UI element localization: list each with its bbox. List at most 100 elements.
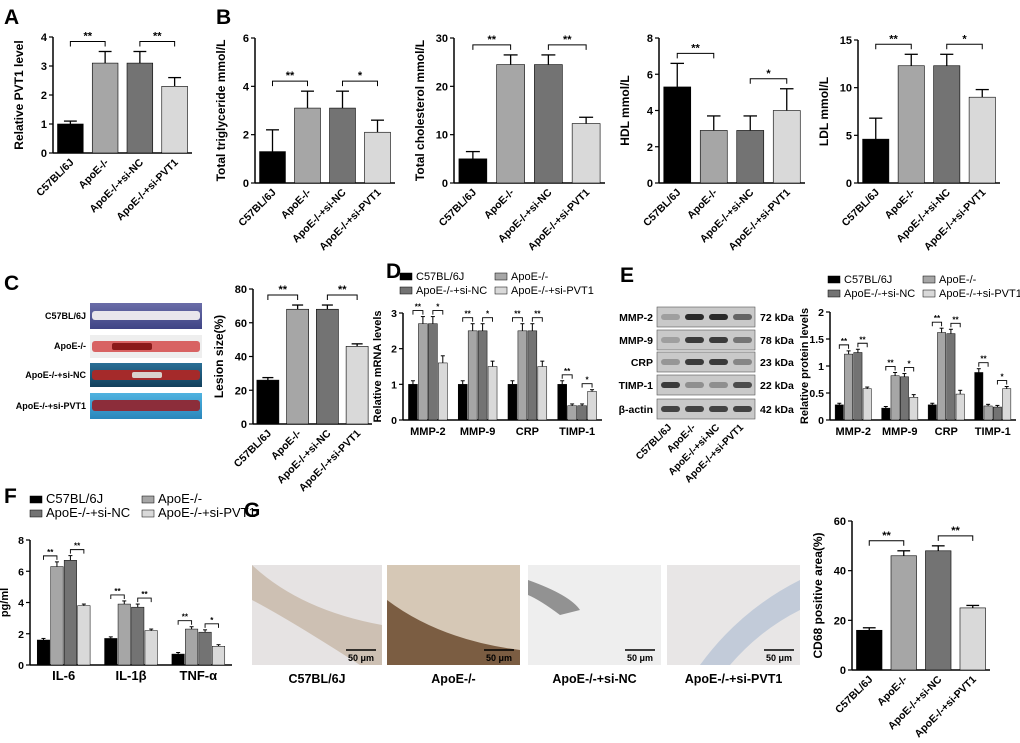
x-tick-label: ApoE-/-	[882, 186, 917, 221]
bar	[171, 653, 185, 666]
blot-band	[709, 359, 728, 365]
bar	[517, 330, 528, 421]
bar	[63, 560, 77, 666]
legend-swatch	[399, 286, 413, 295]
chart-hdl: 0 2 4 6 8 HDL mmol/L C57BL/6J ApoE-/-ApoE-/-+si…	[618, 33, 805, 253]
histology-tissue	[387, 600, 520, 665]
western-blot: MMP-2 72 kDa MMP-9 78 kDa CRP 23 kDa TIMP-1 22 …	[619, 304, 794, 485]
bar	[161, 86, 188, 154]
chart-cd68-area: 0 20 40 60 CD68 positive area(%) C57BL/6J ApoE…	[811, 516, 990, 740]
histology-label: ApoE-/-	[431, 672, 475, 686]
significance-bracket	[676, 52, 715, 59]
blot-band	[661, 406, 680, 412]
significance-bracket	[482, 317, 493, 322]
x-tick-label: ApoE-/-+si-PVT1	[922, 187, 989, 254]
histology-tissue	[700, 580, 800, 665]
x-tick-label: C57BL/6J	[232, 428, 274, 470]
bar	[457, 384, 468, 421]
y-tick-label: 2	[391, 344, 397, 356]
bar	[881, 407, 891, 421]
blot-band	[685, 314, 704, 320]
x-tick-label: C57BL/6J	[236, 187, 278, 229]
bar	[50, 566, 64, 666]
y-tick-label: 1	[818, 361, 824, 373]
significance-bracket	[326, 294, 358, 301]
x-tick-label: MMP-2	[410, 426, 445, 438]
blot-band	[709, 406, 728, 412]
histology-sinc	[528, 565, 661, 665]
legend-label: ApoE-/-+si-PVT1	[939, 288, 1020, 300]
significance-label: *	[586, 376, 590, 385]
legend-label: C57BL/6J	[844, 274, 892, 286]
blot-protein-label: CRP	[631, 357, 653, 369]
blot-band	[733, 337, 752, 343]
bar	[467, 330, 478, 421]
blot-protein-label: MMP-2	[619, 312, 653, 324]
bar	[286, 308, 309, 425]
y-tick-label: 40	[235, 352, 247, 364]
significance-bracket	[139, 41, 176, 47]
significance-label: **	[859, 335, 866, 344]
significance-bracket	[978, 362, 989, 367]
y-tick-label: 0	[818, 415, 824, 427]
y-axis-title: LDL mmol/L	[817, 77, 831, 146]
significance-bracket	[512, 317, 523, 322]
panel-label-d: D	[386, 260, 401, 283]
panel-label-b: B	[216, 6, 231, 29]
blot-kda-label: 78 kDa	[760, 335, 794, 347]
aorta-label: ApoE-/-	[54, 341, 86, 351]
bar	[487, 366, 498, 421]
panel-label-e: E	[620, 264, 634, 287]
y-tick-label: 6	[647, 69, 653, 81]
scale-bar-label: 50 μm	[348, 653, 374, 663]
significance-bracket	[110, 594, 125, 599]
y-tick-label: 4	[243, 81, 250, 93]
significance-bracket	[561, 374, 573, 379]
blot-strip	[656, 306, 756, 328]
y-tick-label: 0	[840, 665, 846, 677]
bar	[212, 646, 226, 666]
y-axis-title: pg/ml	[0, 588, 11, 617]
blot-protein-label: TIMP-1	[619, 380, 654, 392]
legend-label: ApoE-/-+si-NC	[46, 505, 130, 520]
significance-label: **	[887, 358, 894, 367]
bar	[57, 123, 84, 154]
x-tick-label: IL-6	[52, 668, 75, 683]
significance-label: **	[534, 310, 541, 319]
blot-band	[661, 359, 680, 365]
bar	[458, 158, 488, 184]
blot-band	[733, 359, 752, 365]
bar	[772, 110, 801, 184]
significance-label: **	[563, 34, 572, 46]
bar	[968, 96, 996, 184]
bar	[77, 605, 91, 666]
significance-bracket	[177, 620, 193, 625]
y-tick-label: 60	[235, 318, 247, 330]
y-axis-title: HDL mmol/L	[618, 75, 632, 145]
y-tick-label: 10	[840, 83, 852, 95]
y-tick-label: 1	[41, 119, 47, 131]
bar	[557, 384, 567, 421]
significance-bracket	[875, 43, 912, 50]
panel-label-c: C	[4, 272, 19, 295]
significance-label: **	[141, 590, 148, 599]
bar	[844, 353, 854, 421]
x-tick-label: ApoE-/-+si-PVT1	[726, 187, 793, 254]
y-tick-label: 4	[41, 32, 48, 44]
legend-label: ApoE-/-	[939, 274, 977, 286]
bar	[534, 64, 563, 184]
bar	[933, 65, 961, 184]
y-tick-label: 0	[243, 178, 249, 190]
significance-label: *	[436, 303, 440, 312]
y-tick-label: 0	[18, 660, 24, 672]
aorta-images: C57BL/6J ApoE-/- ApoE-/-+si-NC ApoE-/-+s…	[16, 303, 202, 419]
significance-label: *	[766, 68, 771, 80]
legend-label: ApoE-/-	[158, 491, 202, 506]
legend-label: ApoE-/-+si-PVT1	[511, 285, 594, 297]
significance-label: **	[487, 34, 496, 46]
blot-band	[685, 337, 704, 343]
bar	[256, 379, 280, 425]
significance-label: **	[182, 613, 189, 622]
